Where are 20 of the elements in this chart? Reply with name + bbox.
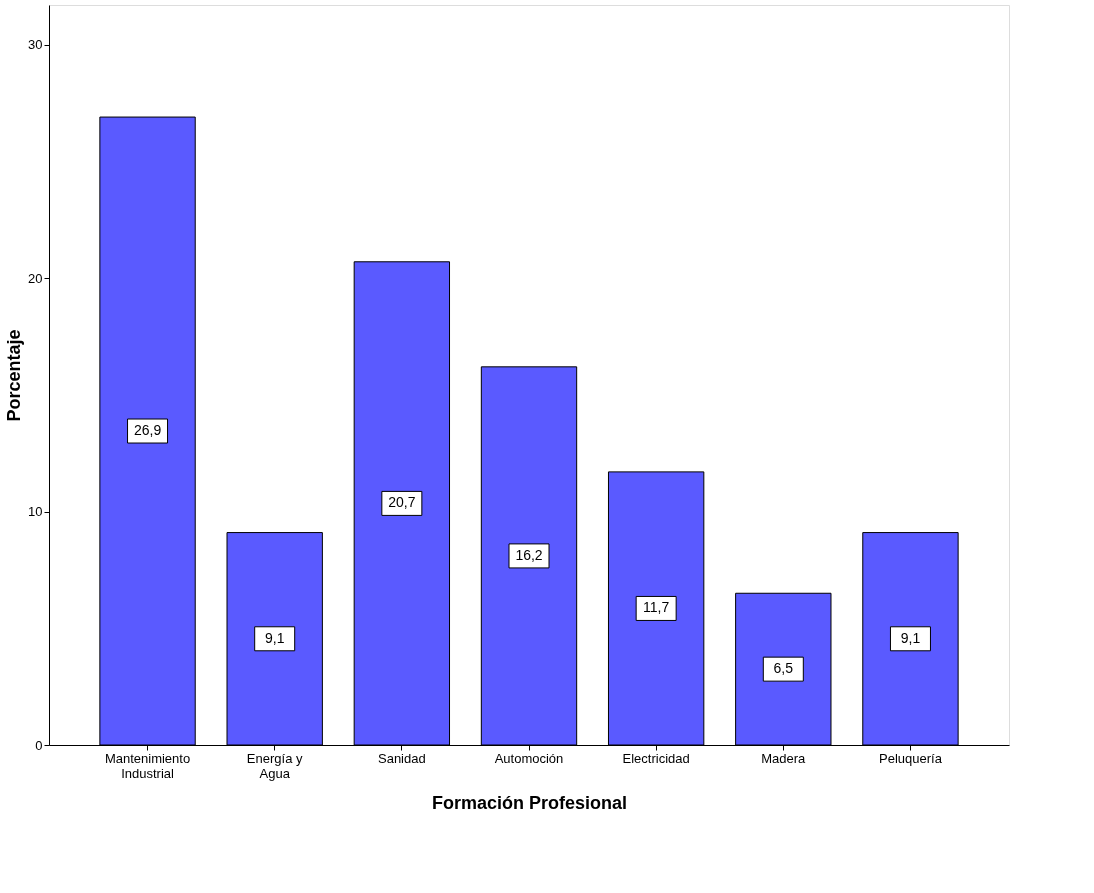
x-axis-title: Formación Profesional	[431, 792, 628, 813]
data-label: 26,9	[133, 422, 162, 439]
data-label: 20,7	[388, 494, 416, 511]
y-tick-label: 0	[35, 737, 43, 753]
y-tick-label: 20	[28, 270, 43, 286]
data-label: 6,5	[773, 660, 794, 677]
x-tick-label: Electricidad	[622, 750, 690, 766]
x-tick-label: Peluquería	[879, 750, 943, 766]
x-tick-label: Sanidad	[377, 750, 426, 766]
data-label: 16,2	[515, 546, 543, 563]
x-tick-label: Mantenimiento Industrial	[104, 750, 191, 781]
y-tick-label: 30	[28, 37, 43, 53]
y-tick-label: 10	[28, 504, 43, 520]
data-label: 11,7	[643, 599, 670, 616]
x-tick-label: Energía y Agua	[246, 750, 304, 781]
y-axis-title: Porcentaje	[4, 329, 25, 422]
data-label: 9,1	[900, 629, 921, 646]
x-tick-label: Madera	[761, 750, 807, 766]
x-tick-label: Automoción	[494, 750, 564, 766]
data-label: 9,1	[264, 629, 285, 646]
